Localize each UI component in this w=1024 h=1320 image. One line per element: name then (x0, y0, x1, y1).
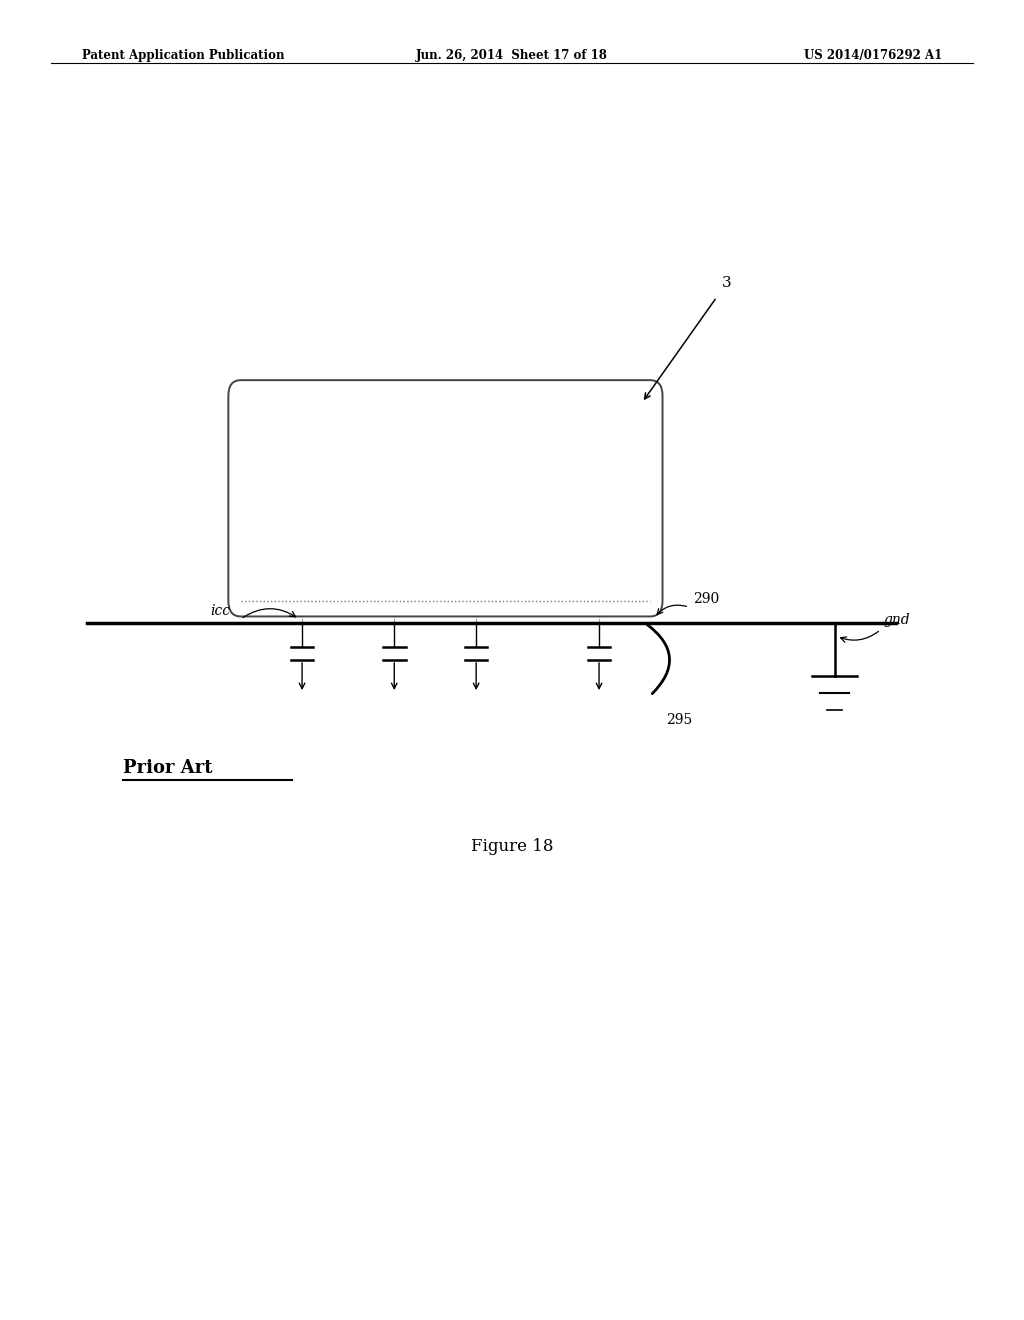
Text: 3: 3 (722, 276, 731, 290)
Text: Jun. 26, 2014  Sheet 17 of 18: Jun. 26, 2014 Sheet 17 of 18 (416, 49, 608, 62)
Text: US 2014/0176292 A1: US 2014/0176292 A1 (804, 49, 942, 62)
Text: gnd: gnd (884, 612, 910, 627)
Text: 295: 295 (666, 713, 692, 727)
FancyBboxPatch shape (228, 380, 663, 616)
Text: Patent Application Publication: Patent Application Publication (82, 49, 285, 62)
Text: 290: 290 (693, 591, 720, 606)
Text: icc: icc (210, 603, 230, 618)
Text: Prior Art: Prior Art (123, 759, 212, 777)
Text: Figure 18: Figure 18 (471, 838, 553, 855)
